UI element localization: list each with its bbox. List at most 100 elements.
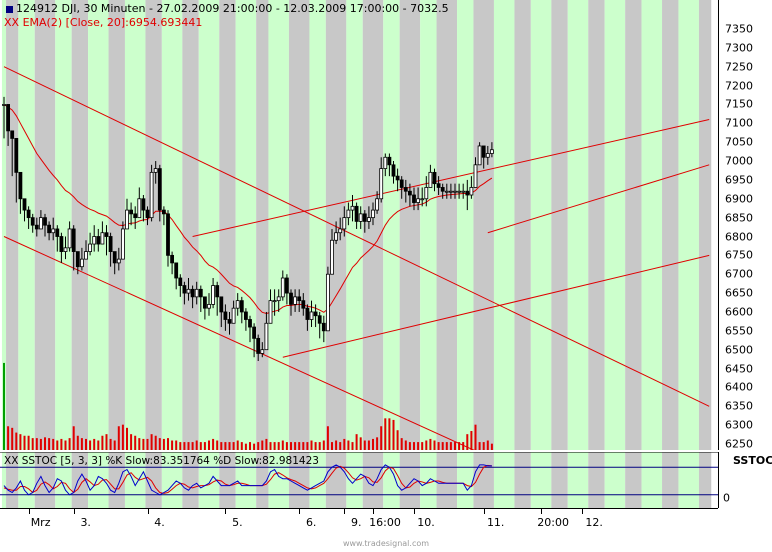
candle-body	[63, 247, 68, 252]
time-tick-mark	[147, 509, 149, 514]
price-tick-label: 6400	[725, 380, 753, 394]
volume-bar	[363, 440, 366, 450]
time-tick-label: 9.	[351, 516, 362, 529]
volume-bar	[417, 442, 420, 450]
candle	[223, 304, 228, 331]
volume-bar	[183, 442, 186, 450]
candle	[125, 198, 129, 230]
candle	[235, 293, 240, 316]
candle	[424, 176, 429, 207]
volume-bar	[298, 442, 301, 450]
candle	[260, 342, 265, 358]
session-band-18	[309, 0, 326, 450]
symbol-header: 124912 DJI, 30 Minuten - 27.02.2009 21:0…	[6, 2, 449, 15]
candle	[489, 142, 494, 158]
candle-body	[161, 209, 166, 215]
candle-body	[399, 179, 404, 188]
candle	[10, 130, 15, 177]
volume-bar	[343, 438, 346, 450]
session-band-11	[182, 0, 199, 450]
candle	[407, 183, 412, 207]
session-band-35	[625, 0, 642, 450]
price-tick-label: 6950	[725, 173, 753, 187]
time-tick-mark	[414, 509, 415, 514]
session-band-25	[436, 0, 458, 450]
volume-bar	[150, 434, 153, 450]
session-band-31	[551, 0, 568, 450]
volume-bar	[138, 438, 141, 450]
volume-bar	[15, 432, 18, 450]
time-tick-label: 20:00	[537, 516, 569, 529]
price-tick-label: 6650	[725, 286, 753, 300]
price-axis: 7350 7300 7250 7200 7150 7100 7050 7000 6950 6900…	[718, 0, 772, 451]
volume-bar	[322, 440, 325, 450]
candle-body	[178, 277, 183, 286]
volume-bar	[171, 440, 174, 450]
candle	[436, 176, 441, 195]
price-tick-label: 6350	[725, 399, 753, 413]
volume-bar	[76, 435, 79, 450]
volume-bar	[433, 440, 436, 450]
volume-bar	[146, 438, 149, 450]
volume-bar	[351, 442, 354, 450]
candle	[358, 206, 363, 229]
volume-bar	[64, 440, 67, 450]
session-band-16	[268, 0, 289, 450]
volume-bar	[294, 442, 297, 450]
session-band-7	[108, 0, 125, 450]
candle-body	[477, 145, 482, 166]
time-tick-mark	[541, 509, 543, 514]
candle	[264, 311, 269, 351]
stochastic-k-line	[3, 464, 492, 496]
volume-bar	[486, 440, 489, 450]
session-band-32	[567, 0, 589, 450]
candle-body	[453, 190, 457, 193]
candle	[170, 251, 175, 275]
price-tick-label: 6900	[725, 192, 753, 206]
volume-bar	[224, 442, 227, 450]
candle-body	[166, 213, 170, 256]
volume-bar	[195, 440, 198, 450]
osc-session-band-36	[641, 452, 663, 508]
candle	[22, 198, 27, 222]
candle	[280, 270, 285, 301]
candle-body	[440, 187, 445, 192]
volume-bar	[482, 442, 485, 450]
price-panel[interactable]	[0, 0, 718, 450]
candle-body	[448, 190, 453, 193]
volume-bar	[175, 440, 178, 450]
volume-bar	[367, 440, 370, 450]
volume-bar	[474, 424, 477, 450]
candle-body	[485, 153, 490, 158]
candle-body	[297, 296, 302, 302]
price-tick-label: 7300	[725, 41, 753, 55]
candle	[75, 251, 80, 275]
candle	[80, 247, 84, 271]
candle-body	[207, 304, 211, 309]
candle	[18, 171, 23, 214]
volume-bar	[318, 442, 321, 450]
time-axis: Mrz 3. 4. 5. 6. 9. 16:00 10. 11. 20:00 12.	[0, 508, 718, 537]
price-tick-label: 6600	[725, 305, 753, 319]
candle-body	[194, 288, 199, 298]
price-tick-label: 6800	[725, 230, 753, 243]
candle-body	[407, 190, 412, 196]
volume-bar	[244, 443, 247, 450]
candle-body	[444, 190, 449, 193]
price-tick-label: 6750	[725, 248, 753, 262]
time-tick-label: 6.	[305, 516, 317, 529]
candle-body	[403, 187, 408, 192]
volume-bar	[85, 438, 87, 450]
candle-body	[387, 156, 392, 166]
candle	[59, 232, 64, 263]
volume-bar	[52, 438, 55, 450]
candle	[256, 334, 261, 361]
candle	[350, 195, 355, 222]
candle-body	[342, 217, 347, 230]
candle-body	[457, 190, 462, 193]
stochastic-panel[interactable]	[0, 452, 718, 508]
candle-body	[6, 104, 10, 132]
volume-bar	[396, 430, 399, 450]
volume-bar	[220, 442, 223, 450]
